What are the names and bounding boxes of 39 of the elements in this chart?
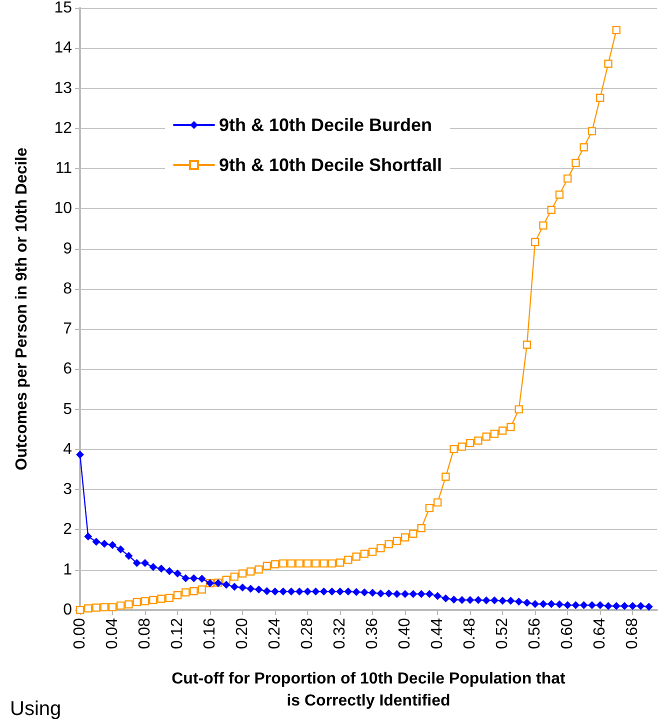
y-tick-label: 15 (54, 0, 72, 16)
legend-label: 9th & 10th Decile Shortfall (219, 155, 442, 175)
y-tick-label: 3 (63, 481, 72, 498)
legend-label: 9th & 10th Decile Burden (219, 115, 432, 135)
y-tick-label: 0 (63, 602, 72, 618)
y-tick-label: 7 (63, 320, 72, 338)
y-tick-label: 14 (54, 40, 72, 57)
x-tick-label: 0.32 (332, 618, 349, 650)
x-tick-label: 0.40 (396, 618, 414, 650)
x-tick-label: 0.08 (136, 618, 154, 650)
y-tick-label: 13 (54, 80, 72, 97)
x-tick-label: 0.52 (494, 618, 512, 650)
x-tick-label: 0.60 (559, 618, 576, 650)
x-tick-label: 0.28 (299, 618, 316, 650)
x-tick-label: 0.20 (234, 618, 252, 650)
x-tick-label: 0.16 (202, 618, 219, 650)
y-axis-title: Outcomes per Person in 9th or 10th Decile (14, 148, 30, 470)
x-tick-label: 0.68 (624, 618, 642, 650)
x-tick-label: 0.56 (526, 618, 544, 650)
y-tick-label: 10 (54, 200, 72, 218)
y-tick-label: 11 (55, 160, 72, 178)
x-axis-title: Cut-off for Proportion of 10th Decile Population that is Correctly Identified (172, 670, 566, 710)
y-tick-label: 2 (63, 521, 72, 538)
y-tick-label: 5 (63, 400, 72, 418)
x-tick-label: 0.64 (592, 618, 609, 650)
text: Using (10, 698, 62, 720)
x-tick-label: 0.00 (72, 618, 88, 650)
x-tick-label: 0.04 (104, 618, 122, 650)
x-tick-label: 0.48 (462, 618, 479, 650)
y-tick-label: 12 (54, 120, 72, 137)
y-tick-label: 6 (63, 360, 72, 378)
y-tick-label: 1 (63, 561, 72, 578)
y-tick-label: 8 (63, 280, 72, 298)
x-tick-label: 0.36 (364, 618, 382, 650)
y-tick-label: 4 (63, 440, 72, 458)
x-tick-label: 0.24 (266, 618, 284, 650)
x-tick-label: 0.44 (429, 618, 446, 650)
y-tick-label: 9 (63, 240, 72, 258)
x-tick-label: 0.12 (169, 618, 186, 650)
